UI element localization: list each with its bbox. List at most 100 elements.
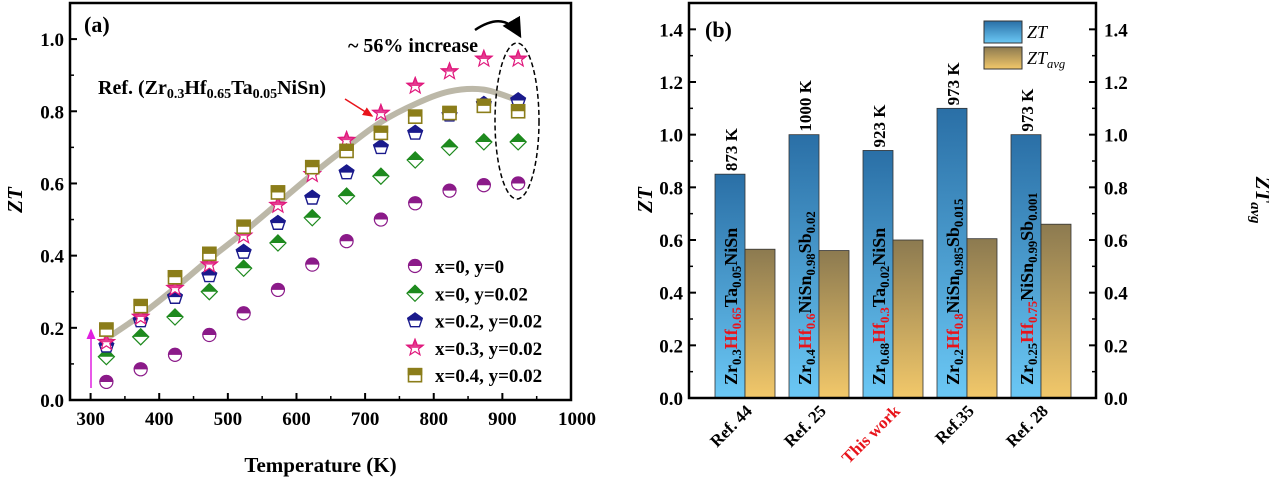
data-point xyxy=(339,234,354,249)
data-point xyxy=(406,151,425,169)
text-part: Ta xyxy=(231,77,253,99)
reference-label: Ref. (Zr0.3Hf0.65Ta0.05NiSn) xyxy=(98,77,326,102)
pentagon-marker xyxy=(166,288,184,298)
category-label: Ref. 25 xyxy=(780,401,829,450)
legend-swatch xyxy=(983,20,1023,44)
circle-marker xyxy=(167,347,183,355)
data-point xyxy=(442,183,457,198)
text-part: ZT xyxy=(1027,22,1049,42)
star-marker xyxy=(508,48,528,59)
data-point xyxy=(202,327,217,343)
bar-group: Zr0.25Hf0.75NiSn0.99Sb0.001 973 K Ref. 28 xyxy=(1002,88,1072,451)
data-point xyxy=(131,327,150,346)
composition-label: Zr0.68Hf0.3Ta0.02NiSn xyxy=(869,228,892,385)
bar-group: Zr0.3Hf0.65Ta0.05NiSn 873 K Ref. 44 xyxy=(706,127,776,451)
data-point xyxy=(508,48,528,68)
data-point xyxy=(269,234,287,252)
composition-label: Zr0.3Hf0.65Ta0.05NiSn xyxy=(721,228,744,385)
data-point xyxy=(97,347,116,366)
pentagon-marker xyxy=(407,124,424,133)
y-axis-title-left: ZT xyxy=(633,186,657,214)
pentagon-marker xyxy=(269,214,286,224)
square-marker xyxy=(304,159,320,168)
reference-arrow xyxy=(344,98,374,117)
y-tick-label-left: 1.4 xyxy=(659,20,683,41)
subscript: 0.02 xyxy=(804,211,818,233)
diamond-marker xyxy=(406,284,424,294)
panel-b: 0.0 0.0 0.2 0.2 0.4 0.4 0.6 0.6 0.8 0.8 1.0 1.0 1.2 1… xyxy=(633,1,1269,467)
data-point xyxy=(511,176,526,191)
legend-label: x=0.3, y=0.02 xyxy=(435,339,542,360)
category-label: Ref. 44 xyxy=(706,401,756,451)
series-square xyxy=(99,98,526,337)
circle-marker xyxy=(511,176,526,184)
data-point xyxy=(373,125,389,141)
panel-a: 300 400 500 600 700 800 900 1000 0.0 0.2 0.4 0.6 0.8… xyxy=(3,1,596,477)
square-marker xyxy=(476,98,492,106)
highlight-ellipse xyxy=(494,42,540,200)
data-point xyxy=(234,259,253,278)
data-point xyxy=(166,308,184,326)
diamond-marker xyxy=(509,133,528,142)
square-marker xyxy=(373,125,389,133)
legend-marker xyxy=(405,337,425,357)
data-point xyxy=(407,109,423,124)
text-part: Ta xyxy=(721,288,741,307)
y-tick-label-left: 1.0 xyxy=(659,126,683,147)
data-point xyxy=(304,189,321,205)
star-marker xyxy=(474,48,494,59)
data-point xyxy=(133,298,148,314)
subscript: 0.6 xyxy=(804,314,818,330)
legend-label: x=0.2, y=0.02 xyxy=(435,312,542,333)
curved-arrow xyxy=(474,15,522,39)
diamond-marker xyxy=(474,133,493,142)
star-marker xyxy=(96,332,117,343)
legend-label: x=0, y=0.02 xyxy=(435,284,528,305)
subscript: 0.68 xyxy=(878,343,892,365)
data-point xyxy=(269,214,286,230)
square-marker xyxy=(99,322,114,330)
data-point xyxy=(201,267,218,283)
text-part: Zr xyxy=(721,365,741,385)
subscript: avg xyxy=(1248,202,1264,223)
y-axis-title-right: ZTavg xyxy=(1248,176,1269,224)
data-point xyxy=(407,124,424,140)
square-marker xyxy=(407,367,423,376)
category-label: Ref. 28 xyxy=(1002,401,1051,450)
subscript: 0.3 xyxy=(878,307,892,323)
y-tick-label-right: 1.4 xyxy=(1104,20,1128,41)
subscript: 0.4 xyxy=(804,349,818,365)
square-marker xyxy=(202,246,217,254)
data-point xyxy=(510,103,526,119)
subscript: 0.015 xyxy=(952,199,966,227)
circle-marker xyxy=(236,306,251,314)
text-part: NiSn) xyxy=(277,77,326,99)
data-point xyxy=(236,219,251,235)
text-part: NiSn xyxy=(721,228,741,266)
circle-marker xyxy=(476,178,491,186)
subscript: 0.985 xyxy=(952,247,966,275)
square-marker xyxy=(167,269,183,278)
star-marker xyxy=(439,61,460,72)
text-part: Zr xyxy=(795,365,815,385)
category-label: Ref.35 xyxy=(931,401,977,447)
increase-annotation: ~ 56% increase xyxy=(348,35,478,57)
text-part: Hf xyxy=(721,328,741,349)
subscript: 0.25 xyxy=(1026,343,1040,365)
data-point xyxy=(509,133,528,151)
y-tick-label: 1.0 xyxy=(40,30,64,51)
data-point xyxy=(270,282,286,298)
y-tick-label-right: 0.2 xyxy=(1104,336,1128,357)
y-tick-label-left: 0.4 xyxy=(659,284,683,305)
text-part: Sb xyxy=(795,233,815,253)
diamond-marker xyxy=(200,282,219,292)
zt-bar xyxy=(714,173,746,399)
star-marker xyxy=(371,102,391,114)
subscript: 0.3 xyxy=(167,87,185,102)
y-tick-label-left: 0.6 xyxy=(659,231,683,252)
data-point xyxy=(235,243,252,259)
text-part: Ref. (Zr xyxy=(98,77,167,99)
pentagon-marker xyxy=(338,164,355,173)
subscript: 0.05 xyxy=(730,266,744,288)
x-tick-label: 800 xyxy=(419,409,448,430)
